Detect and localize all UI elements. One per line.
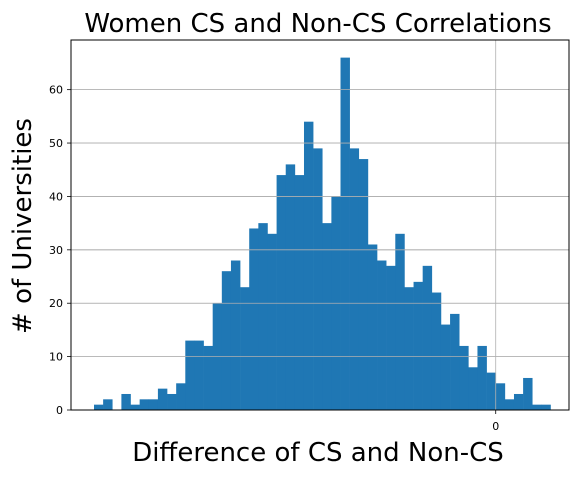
y-tick-label-3: 30 xyxy=(49,244,63,257)
bar-14 xyxy=(221,271,232,410)
bar-5 xyxy=(139,399,150,410)
y-axis-ticks: 0 10 20 30 40 50 60 xyxy=(49,84,71,417)
bar-19 xyxy=(267,233,277,410)
bar-38 xyxy=(440,324,451,410)
bar-31 xyxy=(377,260,387,410)
bar-7 xyxy=(157,388,168,410)
bar-22 xyxy=(294,175,305,410)
bar-18 xyxy=(258,223,268,410)
y-tick-label-0: 0 xyxy=(56,404,63,417)
bar-24 xyxy=(313,148,323,410)
bar-20 xyxy=(276,175,287,410)
bar-6 xyxy=(148,399,159,410)
bar-1 xyxy=(103,399,113,410)
bar-21 xyxy=(285,164,296,410)
bar-43 xyxy=(486,372,497,410)
bar-30 xyxy=(367,244,378,410)
bar-25 xyxy=(322,223,332,410)
x-tick-label-0: 0 xyxy=(492,420,499,433)
bar-33 xyxy=(395,233,405,410)
bar-28 xyxy=(349,148,360,410)
y-tick-label-2: 20 xyxy=(49,297,63,310)
bar-36 xyxy=(422,265,433,410)
bar-40 xyxy=(459,345,469,410)
bar-34 xyxy=(404,287,414,410)
plot-frame xyxy=(70,39,570,411)
bar-17 xyxy=(249,228,259,410)
bar-35 xyxy=(413,281,423,410)
x-axis-label: Difference of CS and Non-CS xyxy=(132,438,504,468)
bar-48 xyxy=(532,404,542,410)
chart-title: Women CS and Non-CS Correlations xyxy=(84,9,551,39)
bar-32 xyxy=(386,265,396,410)
y-axis-label: # of Universities xyxy=(8,118,38,334)
bar-0 xyxy=(94,404,104,410)
bar-29 xyxy=(358,159,369,410)
bar-8 xyxy=(167,393,177,410)
bar-46 xyxy=(513,393,524,410)
y-tick-label-4: 40 xyxy=(49,190,63,203)
bar-41 xyxy=(468,367,478,410)
bar-9 xyxy=(176,383,186,410)
y-tick-label-5: 50 xyxy=(49,137,63,150)
bar-15 xyxy=(230,260,241,410)
histogram-bars xyxy=(71,40,569,411)
bar-23 xyxy=(303,121,314,411)
bar-45 xyxy=(504,399,515,410)
x-axis-ticks: 0 xyxy=(492,410,499,433)
bar-12 xyxy=(203,345,213,410)
bar-11 xyxy=(194,340,204,410)
bar-39 xyxy=(450,313,460,410)
y-tick-label-1: 10 xyxy=(49,351,63,364)
bar-16 xyxy=(240,287,250,410)
bar-42 xyxy=(477,345,487,410)
bar-27 xyxy=(340,57,350,410)
bar-3 xyxy=(121,393,131,410)
bar-37 xyxy=(431,292,442,410)
bar-47 xyxy=(523,377,533,410)
bar-44 xyxy=(495,383,506,410)
bar-4 xyxy=(130,404,140,410)
y-tick-label-6: 60 xyxy=(49,84,63,97)
bar-49 xyxy=(541,404,551,410)
bar-10 xyxy=(185,340,195,410)
